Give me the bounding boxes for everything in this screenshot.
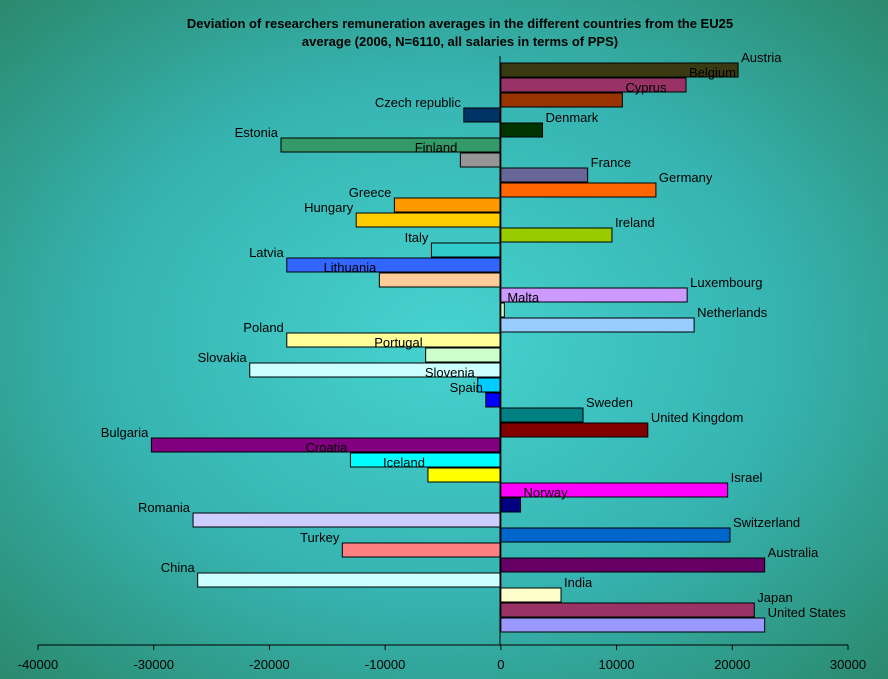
- bar-australia: [500, 557, 766, 573]
- bars-layer: [150, 62, 766, 633]
- label-luxembourg: Luxembourg: [690, 275, 762, 290]
- x-tick-label: 30000: [830, 657, 866, 672]
- bar-united-states: [500, 617, 766, 633]
- label-hungary: Hungary: [304, 200, 354, 215]
- bar-bulgaria: [150, 437, 502, 453]
- label-australia: Australia: [768, 545, 819, 560]
- bar-iceland: [427, 467, 502, 483]
- bar-france: [500, 167, 589, 183]
- label-austria: Austria: [741, 50, 782, 65]
- label-slovakia: Slovakia: [198, 350, 248, 365]
- label-malta: Malta: [507, 290, 540, 305]
- bar-norway: [500, 497, 522, 513]
- label-italy: Italy: [405, 230, 429, 245]
- bar-slovakia: [249, 362, 502, 378]
- label-estonia: Estonia: [235, 125, 279, 140]
- label-india: India: [564, 575, 593, 590]
- bar-croatia: [349, 452, 502, 468]
- bar-hungary: [355, 212, 502, 228]
- label-france: France: [591, 155, 631, 170]
- bar-italy: [430, 242, 502, 258]
- x-axis-ticks: -40000 -30000 -20000 -10000 0 10000 20000 30000: [18, 645, 866, 672]
- bar-japan: [500, 602, 755, 618]
- bar-austria: [500, 62, 739, 78]
- label-switzerland: Switzerland: [733, 515, 800, 530]
- bar-slovenia: [477, 377, 502, 393]
- bar-latvia: [286, 257, 502, 273]
- x-tick-label: -40000: [18, 657, 58, 672]
- label-finland: Finland: [415, 140, 458, 155]
- label-czech-republic: Czech republic: [375, 95, 461, 110]
- label-romania: Romania: [138, 500, 191, 515]
- bar-romania: [192, 512, 502, 528]
- bar-czech-republic: [463, 107, 502, 123]
- label-iceland: Iceland: [383, 455, 425, 470]
- bar-luxembourg: [500, 287, 688, 303]
- bar-finland: [459, 152, 502, 168]
- label-bulgaria: Bulgaria: [101, 425, 149, 440]
- bar-greece: [393, 197, 502, 213]
- label-lithuania: Lithuania: [324, 260, 378, 275]
- label-norway: Norway: [524, 485, 569, 500]
- bar-sweden: [500, 407, 584, 423]
- x-tick-label: -10000: [365, 657, 405, 672]
- label-japan: Japan: [757, 590, 792, 605]
- x-tick-label: -30000: [133, 657, 173, 672]
- label-united-kingdom: United Kingdom: [651, 410, 744, 425]
- label-sweden: Sweden: [586, 395, 633, 410]
- bar-ireland: [500, 227, 613, 243]
- label-israel: Israel: [731, 470, 763, 485]
- bar-netherlands: [500, 317, 695, 333]
- x-tick-label: -20000: [249, 657, 289, 672]
- label-ireland: Ireland: [615, 215, 655, 230]
- x-tick-label: 0: [497, 657, 504, 672]
- label-germany: Germany: [659, 170, 713, 185]
- label-turkey: Turkey: [300, 530, 340, 545]
- x-tick-label: 20000: [714, 657, 750, 672]
- bar-portugal: [425, 347, 502, 363]
- label-china: China: [161, 560, 196, 575]
- chart-title-line-2: average (2006, N=6110, all salaries in t…: [302, 34, 618, 49]
- x-tick-label: 10000: [598, 657, 634, 672]
- label-belgium: Belgium: [689, 65, 736, 80]
- label-greece: Greece: [349, 185, 392, 200]
- category-labels-layer: Austria Belgium Cyprus Czech republic Denmar…: [101, 50, 847, 620]
- bar-belgium: [500, 77, 687, 93]
- bar-denmark: [500, 122, 544, 138]
- chart-title-line-1: Deviation of researchers remuneration av…: [187, 16, 733, 31]
- label-spain: Spain: [450, 380, 483, 395]
- bar-estonia: [280, 137, 502, 153]
- label-latvia: Latvia: [249, 245, 284, 260]
- bar-switzerland: [500, 527, 731, 543]
- bar-india: [500, 587, 562, 603]
- bar-poland: [286, 332, 502, 348]
- bar-germany: [500, 182, 657, 198]
- bar-malta: [500, 302, 505, 318]
- bar-lithuania: [378, 272, 502, 288]
- label-netherlands: Netherlands: [697, 305, 768, 320]
- bar-united-kingdom: [500, 422, 649, 438]
- bar-cyprus: [500, 92, 623, 108]
- bar-spain: [485, 392, 502, 408]
- label-poland: Poland: [243, 320, 283, 335]
- bar-israel: [500, 482, 729, 498]
- label-slovenia: Slovenia: [425, 365, 476, 380]
- label-cyprus: Cyprus: [625, 80, 667, 95]
- label-united-states: United States: [768, 605, 847, 620]
- label-portugal: Portugal: [374, 335, 423, 350]
- bar-china: [197, 572, 502, 588]
- label-denmark: Denmark: [546, 110, 599, 125]
- bar-turkey: [341, 542, 502, 558]
- label-croatia: Croatia: [306, 440, 349, 455]
